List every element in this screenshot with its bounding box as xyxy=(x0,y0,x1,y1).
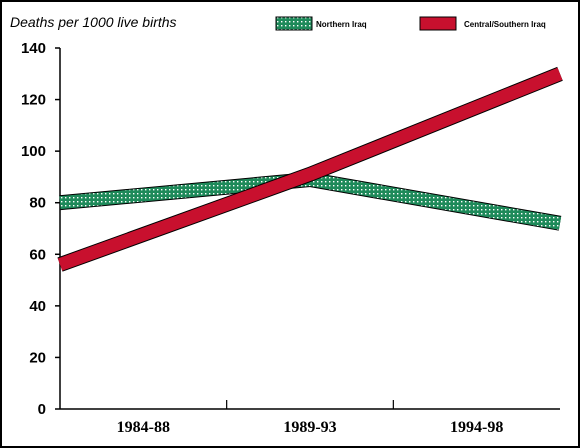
legend: Northern Iraq Central/Southern Iraq xyxy=(275,16,546,31)
y-tick-label: 80 xyxy=(29,195,46,212)
series-line-central-southern-iraq xyxy=(57,67,563,271)
legend-swatch-central-southern-iraq xyxy=(419,16,457,31)
series-layer xyxy=(57,66,563,272)
y-tick-label: 100 xyxy=(21,143,46,160)
axes: 0 20 40 60 80 100 120 140 1984-88 1989-93 1994-98 xyxy=(21,40,560,436)
y-axis-label: Deaths per 1000 live births xyxy=(10,14,177,30)
y-tick-label: 140 xyxy=(21,40,46,57)
legend-label-northern-iraq: Northern Iraq xyxy=(316,20,367,29)
y-tick-label: 40 xyxy=(29,298,46,315)
y-tick-label: 120 xyxy=(21,92,46,109)
y-tick-label: 0 xyxy=(38,401,46,418)
x-tick-label: 1994-98 xyxy=(450,419,503,436)
series-line-northern-iraq xyxy=(59,173,562,230)
y-tick-label: 20 xyxy=(29,349,46,366)
x-tick-label: 1989-93 xyxy=(283,419,336,436)
legend-label-central-southern-iraq: Central/Southern Iraq xyxy=(464,20,546,29)
legend-swatch-northern-iraq xyxy=(275,16,313,31)
y-tick-label: 60 xyxy=(29,246,46,263)
x-tick-label: 1984-88 xyxy=(117,419,170,436)
